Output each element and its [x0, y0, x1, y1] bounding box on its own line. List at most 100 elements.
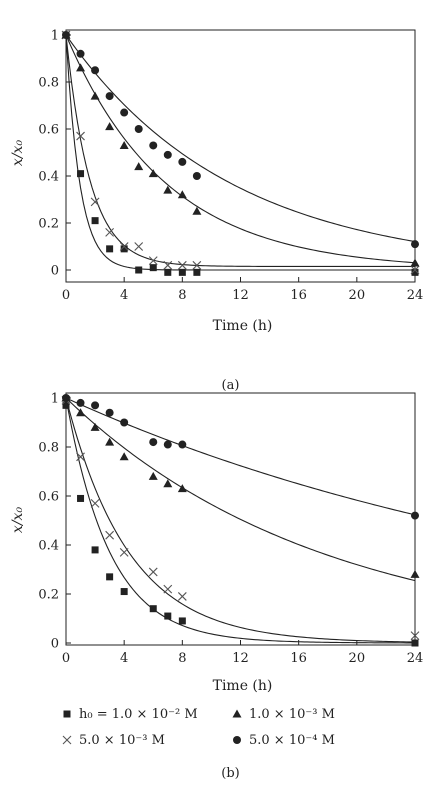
y-tick-label: 1: [51, 392, 59, 407]
square-point: [106, 245, 113, 252]
circle-point: [411, 512, 419, 520]
square-point: [193, 269, 200, 276]
cross-point: [149, 568, 157, 576]
y-tick-label: 0.2: [38, 217, 59, 232]
legend-marker-triangle: [233, 710, 242, 718]
square-point: [121, 588, 128, 595]
fit-curve-cross: [66, 398, 415, 642]
square-point: [77, 495, 84, 502]
cross-point: [164, 585, 172, 593]
chart-panel-a: 0 4 8 12 16 20 24 0 0.2 0.4 0.6 0.8 1 Time (h) x/x₀ (a): [10, 29, 423, 394]
circle-point: [120, 419, 128, 427]
circle-point: [91, 401, 99, 409]
y-tick-label: 0: [51, 637, 59, 652]
x-tick-label: 16: [290, 651, 307, 666]
legend: h₀ = 1.0 × 10⁻² M 1.0 × 10⁻³ M 5.0 × 10⁻³ …: [63, 707, 335, 748]
y-tick-label: 0.6: [38, 490, 59, 505]
fit-curve-square: [66, 35, 415, 270]
circle-point: [62, 394, 70, 402]
triangle-point: [91, 92, 100, 100]
triangle-point: [134, 162, 143, 170]
x-tick-label: 4: [120, 651, 128, 666]
x-tick-label: 20: [349, 651, 366, 666]
triangle-point: [76, 63, 85, 71]
plot-frame: [66, 30, 415, 282]
circle-point: [77, 50, 85, 58]
circle-point: [149, 141, 157, 149]
legend-marker-circle: [233, 736, 241, 744]
circle-point: [411, 240, 419, 248]
legend-label: h₀ = 1.0 × 10⁻² M: [79, 707, 198, 722]
y-tick-label: 0.2: [38, 588, 59, 603]
triangle-point: [149, 472, 158, 480]
legend-label: 5.0 × 10⁻³ M: [79, 733, 165, 748]
circle-point: [178, 441, 186, 449]
y-tick-label: 0.4: [38, 539, 59, 554]
cross-point: [91, 499, 99, 507]
square-point: [135, 267, 142, 274]
y-axis-label: x/x₀: [10, 140, 26, 167]
x-tick-label: 24: [407, 288, 424, 303]
circle-point: [164, 151, 172, 159]
square-point: [164, 269, 171, 276]
fit-curve-triangle: [66, 398, 415, 581]
square-point: [179, 269, 186, 276]
circle-point: [91, 66, 99, 74]
x-tick-label: 20: [349, 288, 366, 303]
circle-point: [106, 409, 114, 417]
triangle-point: [411, 570, 420, 578]
x-tick-label: 0: [62, 288, 70, 303]
x-axis-label: Time (h): [213, 318, 273, 334]
x-tick-label: 12: [232, 288, 249, 303]
fit-curve-circle: [66, 35, 415, 242]
panel-label: (a): [222, 378, 240, 393]
panel-label: (b): [221, 766, 239, 781]
y-axis-label: x/x₀: [10, 507, 26, 534]
y-tick-label: 0.8: [38, 441, 59, 456]
x-tick-label: 8: [178, 288, 186, 303]
y-tick-label: 0.6: [38, 123, 59, 138]
square-point: [150, 605, 157, 612]
legend-marker-square: [64, 711, 71, 718]
circle-point: [149, 438, 157, 446]
circle-point: [106, 92, 114, 100]
circle-point: [193, 172, 201, 180]
y-tick-label: 0.8: [38, 76, 59, 91]
square-point: [106, 573, 113, 580]
x-tick-label: 16: [290, 288, 307, 303]
square-point: [92, 546, 99, 553]
legend-label: 5.0 × 10⁻⁴ M: [249, 733, 335, 748]
square-point: [412, 640, 419, 647]
legend-marker-cross: [63, 736, 71, 744]
cross-point: [120, 548, 128, 556]
square-point: [179, 617, 186, 624]
fit-curve-cross: [66, 35, 415, 266]
square-point: [77, 170, 84, 177]
circle-point: [164, 441, 172, 449]
cross-point: [178, 592, 186, 600]
circle-point: [77, 399, 85, 407]
cross-point: [135, 243, 143, 251]
square-point: [92, 217, 99, 224]
circle-point: [120, 109, 128, 117]
x-tick-label: 0: [62, 651, 70, 666]
x-tick-label: 8: [178, 651, 186, 666]
x-tick-label: 24: [407, 651, 424, 666]
fit-curve-triangle: [66, 35, 415, 263]
circle-point: [178, 158, 186, 166]
cross-point: [106, 531, 114, 539]
x-tick-label: 4: [120, 288, 128, 303]
circle-point: [62, 31, 70, 39]
y-tick-label: 0.4: [38, 170, 59, 185]
y-tick-label: 0: [51, 264, 59, 279]
triangle-point: [149, 169, 158, 177]
fit-curve-circle: [66, 398, 415, 515]
square-point: [150, 264, 157, 271]
x-tick-label: 12: [232, 651, 249, 666]
y-tick-label: 1: [51, 29, 59, 44]
x-axis-label: Time (h): [213, 678, 273, 694]
square-point: [164, 613, 171, 620]
fit-curve-square: [66, 398, 415, 643]
triangle-point: [120, 452, 129, 460]
